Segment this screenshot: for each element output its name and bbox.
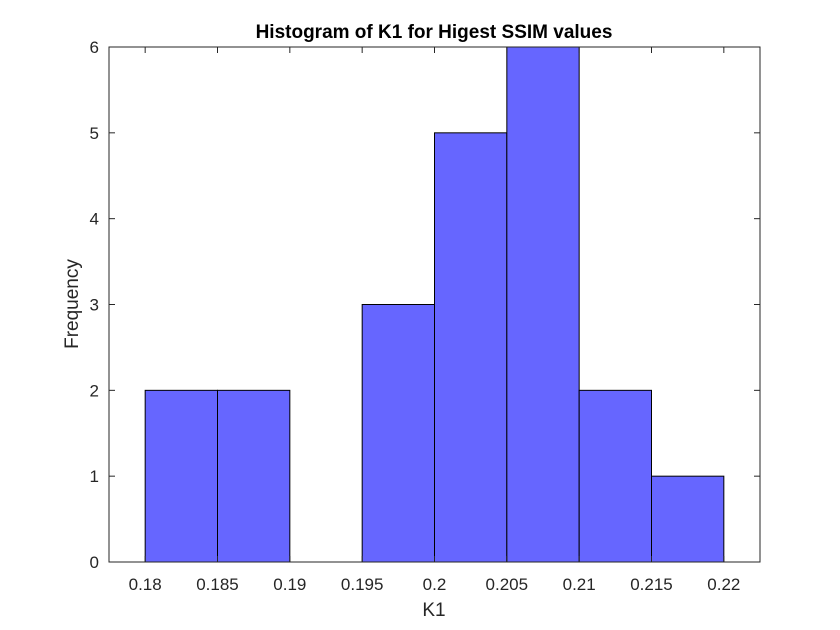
histogram-bar xyxy=(144,389,219,563)
histogram-bar xyxy=(578,389,653,563)
y-tick-label: 2 xyxy=(90,381,99,400)
bars-group xyxy=(144,46,725,563)
x-tick-label: 0.215 xyxy=(630,575,673,594)
axes-box xyxy=(108,46,761,563)
y-tick-label: 3 xyxy=(90,296,99,315)
y-axis-label: Frequency xyxy=(62,259,83,349)
histogram-bar xyxy=(651,475,725,563)
y-ticks-group: 0 1 2 3 4 5 6 xyxy=(90,38,760,572)
x-tick-label: 0.205 xyxy=(486,575,529,594)
histogram-bar xyxy=(217,389,291,563)
histogram-bar xyxy=(434,132,508,563)
histogram-bar xyxy=(506,46,580,563)
y-tick-label: 5 xyxy=(90,124,99,143)
x-ticks-group: 0.18 0.185 0.19 0.195 0.2 0.205 0.21 0.215 0.22 xyxy=(129,47,740,594)
x-tick-label: 0.21 xyxy=(563,575,596,594)
x-tick-label: 0.195 xyxy=(341,575,384,594)
x-axis-label: K1 xyxy=(422,600,445,621)
y-tick-label: 0 xyxy=(90,553,99,572)
x-tick-label: 0.22 xyxy=(707,575,740,594)
chart-title: Histogram of K1 for Higest SSIM values xyxy=(256,22,613,43)
histogram-bar xyxy=(361,304,435,563)
y-tick-label: 4 xyxy=(90,210,99,229)
x-tick-label: 0.2 xyxy=(423,575,447,594)
y-tick-label: 6 xyxy=(90,38,99,57)
x-tick-label: 0.19 xyxy=(273,575,306,594)
x-tick-label: 0.185 xyxy=(196,575,239,594)
y-tick-label: 1 xyxy=(90,467,99,486)
x-tick-label: 0.18 xyxy=(129,575,162,594)
